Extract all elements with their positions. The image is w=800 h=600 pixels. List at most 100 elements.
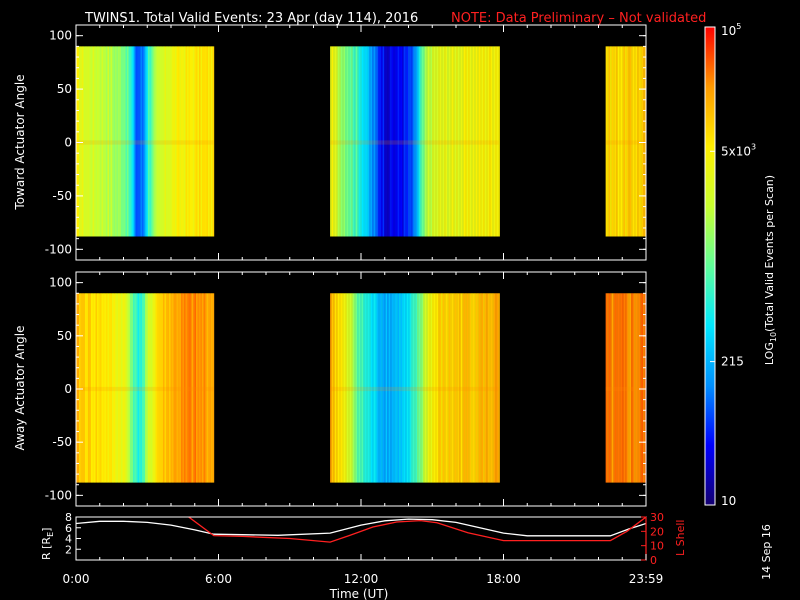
heatmap-column bbox=[426, 46, 428, 237]
left-y-tick-label: 6 bbox=[65, 522, 72, 535]
heatmap-column bbox=[179, 293, 182, 483]
right-y-tick-label: 30 bbox=[650, 511, 664, 524]
heatmap-column bbox=[355, 293, 358, 483]
heatmap-column bbox=[346, 46, 349, 237]
heatmap-column bbox=[193, 293, 195, 483]
x-tick-label: 18:00 bbox=[486, 572, 521, 586]
heatmap-column bbox=[160, 293, 162, 483]
heatmap-column bbox=[143, 46, 146, 237]
heatmap-column bbox=[436, 293, 439, 483]
heatmap-column bbox=[469, 46, 472, 237]
heatmap-column bbox=[360, 293, 362, 483]
heatmap-column bbox=[88, 46, 90, 237]
heatmap-column bbox=[125, 46, 128, 237]
colorbar-tick-label: 10 bbox=[721, 494, 736, 508]
heatmap-column bbox=[475, 46, 478, 237]
left-y-tick-label: 2 bbox=[65, 543, 72, 556]
heatmap-segment bbox=[76, 46, 215, 237]
heatmap-column bbox=[441, 293, 443, 483]
heatmap-column bbox=[393, 293, 395, 483]
heatmap-column bbox=[139, 293, 141, 483]
heatmap-column bbox=[95, 293, 98, 483]
heatmap-column bbox=[101, 293, 104, 483]
heatmap-column bbox=[130, 293, 132, 483]
heatmap-column bbox=[424, 293, 427, 483]
away-angle-ylabel: Away Actuator Angle bbox=[13, 325, 27, 450]
heatmap-column bbox=[631, 46, 633, 237]
heatmap-column bbox=[91, 293, 93, 483]
heatmap-column bbox=[136, 46, 138, 237]
heatmap-column bbox=[331, 293, 334, 483]
heatmap-column bbox=[352, 46, 355, 237]
heatmap-column bbox=[115, 46, 117, 237]
heatmap-column bbox=[110, 46, 113, 237]
heatmap-column bbox=[336, 293, 338, 483]
heatmap-column bbox=[450, 46, 452, 237]
heatmap-column bbox=[496, 46, 499, 237]
heatmap-column bbox=[196, 46, 198, 237]
heatmap-column bbox=[339, 293, 341, 483]
heatmap-column bbox=[379, 293, 382, 483]
heatmap-column bbox=[145, 46, 147, 237]
heatmap-column bbox=[430, 46, 433, 237]
heatmap-column bbox=[472, 46, 475, 237]
heatmap-column bbox=[622, 293, 624, 483]
heatmap-column bbox=[197, 293, 200, 483]
heatmap-column bbox=[465, 293, 467, 483]
radius-line bbox=[76, 518, 646, 537]
heatmap-column bbox=[85, 46, 87, 237]
heatmap-column bbox=[354, 46, 356, 237]
heatmap-column bbox=[394, 293, 397, 483]
heatmap-column bbox=[119, 46, 122, 237]
heatmap-column bbox=[211, 293, 213, 483]
heatmap-column bbox=[160, 46, 162, 237]
heatmap-column bbox=[193, 46, 195, 237]
heatmap-column bbox=[113, 293, 116, 483]
heatmap-column bbox=[387, 46, 389, 237]
heatmap-column bbox=[121, 293, 123, 483]
heatmap-column bbox=[116, 46, 119, 237]
heatmap-column bbox=[77, 293, 80, 483]
heatmap-column bbox=[457, 293, 460, 483]
heatmap-column bbox=[364, 46, 367, 237]
heatmap-column bbox=[632, 46, 635, 237]
heatmap-column bbox=[629, 46, 632, 237]
heatmap-column bbox=[462, 293, 464, 483]
colorbar: 105 5x103 215 10 bbox=[704, 22, 756, 508]
y-tick-label: 50 bbox=[57, 329, 72, 343]
heatmap-column bbox=[348, 293, 350, 483]
heatmap-column bbox=[453, 293, 455, 483]
heatmap-column bbox=[342, 293, 344, 483]
heatmap-column bbox=[432, 46, 434, 237]
heatmap-column bbox=[181, 46, 183, 237]
heatmap-column bbox=[613, 293, 615, 483]
heatmap-column bbox=[121, 46, 123, 237]
heatmap-column bbox=[402, 46, 404, 237]
heatmap-segment bbox=[605, 46, 647, 237]
heatmap-column bbox=[462, 46, 464, 237]
heatmap-column bbox=[445, 293, 448, 483]
heatmap-column bbox=[97, 293, 99, 483]
heatmap-column bbox=[133, 293, 135, 483]
heatmap-column bbox=[82, 46, 84, 237]
heatmap-column bbox=[163, 293, 165, 483]
heatmap-column bbox=[86, 293, 89, 483]
heatmap-column bbox=[638, 46, 641, 237]
heatmap-column bbox=[381, 293, 383, 483]
x-tick-label: 0:00 bbox=[63, 572, 90, 586]
heatmap-column bbox=[451, 293, 454, 483]
heatmap-column bbox=[337, 46, 340, 237]
heatmap-column bbox=[142, 46, 144, 237]
radius-ylabel: R [RE] bbox=[40, 528, 55, 560]
colorbar-label: LOG10(Total Valid Events per Scan) bbox=[763, 175, 778, 365]
heatmap-column bbox=[151, 46, 153, 237]
heatmap-column bbox=[107, 46, 110, 237]
heatmap-column bbox=[202, 46, 204, 237]
heatmap-column bbox=[483, 293, 485, 483]
heatmap-column bbox=[460, 46, 463, 237]
heatmap-column bbox=[637, 293, 639, 483]
y-tick-label: 0 bbox=[64, 382, 72, 396]
heatmap-column bbox=[128, 46, 131, 237]
heatmap-column bbox=[122, 46, 125, 237]
toward-angle-panel: 100 50 0 -50 -100 bbox=[45, 24, 647, 261]
